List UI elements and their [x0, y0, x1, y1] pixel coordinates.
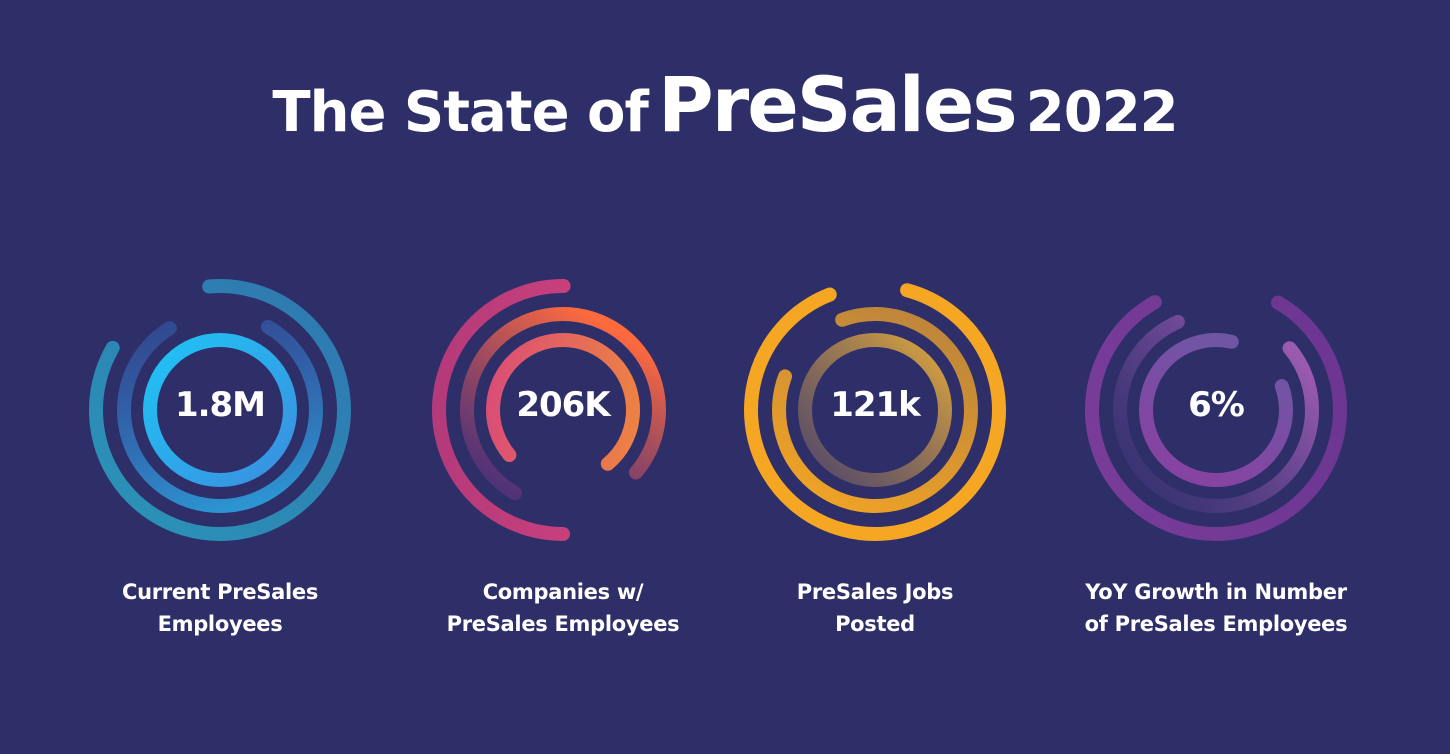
ring-inner — [1139, 333, 1293, 487]
ring-inner — [143, 333, 297, 487]
title-part-2: PreSales — [658, 60, 1018, 149]
ring-graphic-jobs-posted — [744, 279, 1006, 541]
ring-outer — [1085, 279, 1347, 541]
stat-value: 1.8M — [174, 385, 266, 425]
stat-label-line-1: Companies w/ — [482, 580, 644, 604]
ring-middle — [1113, 307, 1319, 513]
ring-graphic-yoy-growth — [1085, 279, 1347, 541]
stat-label: YoY Growth in Number of PreSales Employe… — [1056, 576, 1376, 640]
stat-label-line-2: Posted — [835, 612, 915, 636]
ring-inner — [798, 333, 952, 487]
stats-row: 1.8M Current PreSales Employees — [0, 270, 1450, 650]
stat-label-line-2: PreSales Employees — [446, 612, 680, 636]
ring-middle — [772, 307, 978, 513]
stat-value: 6% — [1188, 385, 1245, 425]
stat-label-line-1: PreSales Jobs — [796, 580, 954, 604]
ring-middle — [117, 307, 323, 513]
stat-companies: 206K Companies w/ PreSales Employees — [403, 270, 723, 650]
stat-label: PreSales Jobs Posted — [715, 576, 1035, 640]
stat-jobs-posted: 121k PreSales Jobs Posted — [715, 270, 1035, 650]
page-title: The State of PreSales 2022 — [0, 60, 1450, 149]
stat-label: Companies w/ PreSales Employees — [403, 576, 723, 640]
stat-label-line-2: of PreSales Employees — [1084, 612, 1348, 636]
ring-graphic-companies — [432, 279, 694, 541]
stat-label: Current PreSales Employees — [60, 576, 380, 640]
ring-middle — [460, 307, 666, 513]
title-part-3: 2022 — [1025, 80, 1179, 145]
stat-yoy-growth: 6% YoY Growth in Number of PreSales Empl… — [1056, 270, 1376, 650]
ring-outer — [89, 279, 351, 541]
ring-outer — [432, 279, 694, 541]
stat-label-line-2: Employees — [157, 612, 283, 636]
stat-label-line-1: Current PreSales — [121, 580, 319, 604]
stat-value: 206K — [516, 385, 610, 425]
ring-outer — [744, 279, 1006, 541]
stat-value: 121k — [830, 385, 921, 425]
stat-current-employees: 1.8M Current PreSales Employees — [60, 270, 380, 650]
stat-label-line-1: YoY Growth in Number — [1085, 580, 1347, 604]
title-part-1: The State of — [272, 80, 649, 145]
ring-graphic-current-employees — [89, 279, 351, 541]
ring-inner — [486, 333, 640, 487]
